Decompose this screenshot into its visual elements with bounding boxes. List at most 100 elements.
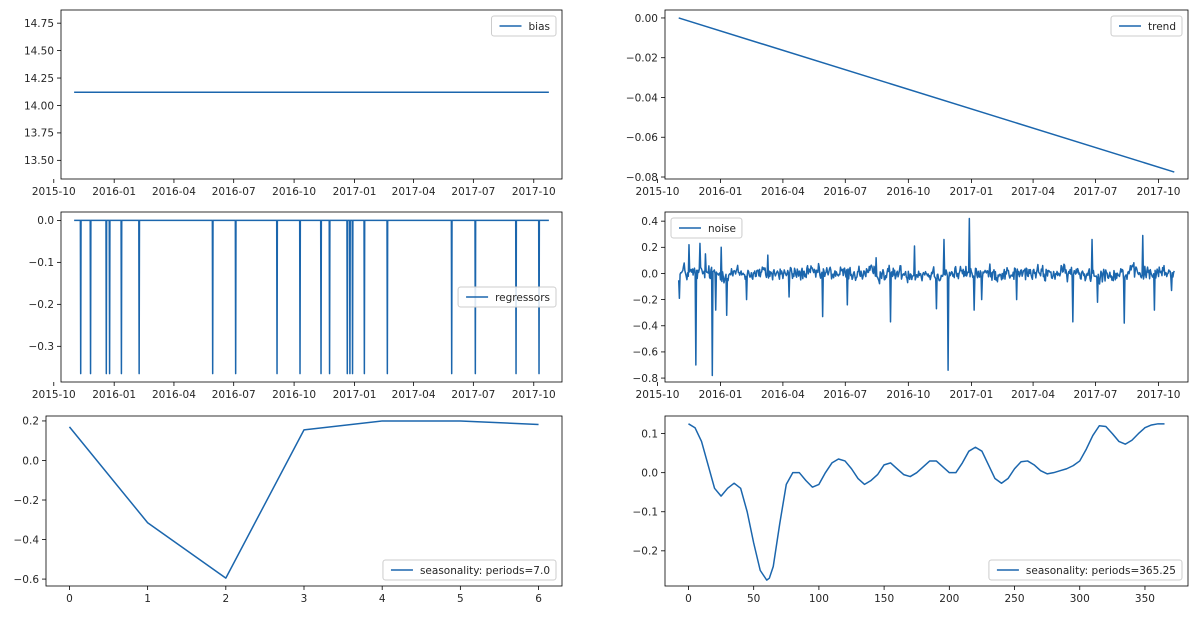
x-tick-label: 100: [809, 593, 829, 605]
x-tick-label: 2017-07: [1074, 186, 1118, 198]
axes-frame: [664, 415, 1189, 587]
axes-frame: [664, 211, 1189, 383]
x-tick-label: 2017-04: [1011, 186, 1055, 198]
plot-area: [74, 219, 549, 375]
x-tick-label: 3: [301, 593, 308, 605]
y-tick-label: 0.0: [641, 467, 658, 479]
y-tick-label: −0.6: [14, 574, 40, 586]
x-tick-label: 2016-01: [92, 186, 136, 198]
legend-box: [382, 559, 557, 581]
series-line-1: [688, 423, 1165, 581]
x-tick-label: 0: [685, 593, 692, 605]
y-tick-label: 0.0: [641, 268, 658, 280]
x-tick-label: 2017-04: [1011, 389, 1055, 401]
axes-frame: [60, 211, 563, 383]
x-tick-label: 2016-07: [212, 389, 256, 401]
legend-box: [491, 15, 557, 37]
legend-label: regressors: [495, 292, 550, 304]
series-line-1: [68, 420, 539, 579]
legend: seasonality: periods=365.25: [988, 559, 1183, 581]
x-tick-label: 2017-10: [512, 389, 556, 401]
series-line-1: [677, 217, 1175, 377]
subplot-5: 0 1 2 3 4 5 6 0.2 0.0 −0.2 −0.4 −0.6 seasonality: pe…: [14, 415, 563, 605]
y-tick-label: −0.04: [626, 92, 658, 104]
y-tick-label: 14.25: [24, 73, 54, 85]
x-tick-label: 2017-10: [1137, 389, 1181, 401]
x-tick-label: 2015-10: [32, 389, 76, 401]
y-tick-label: −0.06: [626, 132, 658, 144]
legend-label: seasonality: periods=7.0: [420, 565, 550, 577]
x-tick-label: 50: [747, 593, 760, 605]
subplot-6: 0 50 100 150 200 250 300 350 0.1 0.0 −0.1 −0.2 seaso…: [633, 415, 1189, 605]
legend: noise: [670, 217, 743, 239]
y-tick-label: 0.1: [641, 428, 658, 440]
x-tick-label: 2016-10: [886, 389, 930, 401]
x-tick-label: 2017-10: [1137, 186, 1181, 198]
plot-area: [688, 423, 1165, 581]
x-tick-label: 2017-01: [949, 389, 993, 401]
series-line-1: [678, 17, 1175, 173]
x-tick-label: 6: [535, 593, 542, 605]
x-tick-label: 2016-07: [212, 186, 256, 198]
x-tick-label: 2017-07: [451, 186, 495, 198]
x-tick-label: 2017-10: [512, 186, 556, 198]
x-tick-label: 2017-04: [392, 186, 436, 198]
x-tick-label: 350: [1135, 593, 1155, 605]
x-tick-label: 1: [144, 593, 151, 605]
legend: regressors: [457, 286, 557, 308]
x-tick-label: 2016-01: [699, 389, 743, 401]
y-tick-label: 0.0: [22, 455, 39, 467]
x-tick-label: 2: [222, 593, 229, 605]
legend-box: [670, 217, 743, 239]
plot-area: [678, 17, 1175, 173]
x-tick-label: 300: [1070, 593, 1090, 605]
legend-label: trend: [1148, 21, 1176, 33]
legend: trend: [1110, 15, 1183, 37]
y-tick-label: −0.08: [626, 172, 658, 184]
x-tick-label: 2016-07: [823, 186, 867, 198]
x-tick-label: 2017-07: [451, 389, 495, 401]
y-tick-label: −0.02: [626, 53, 658, 65]
y-tick-label: −0.4: [633, 321, 659, 333]
x-tick-label: 2015-10: [32, 186, 76, 198]
plot-area: [68, 420, 539, 579]
x-tick-label: 2016-10: [886, 186, 930, 198]
x-tick-label: 150: [874, 593, 894, 605]
subplot-1: 2015-10 2016-01 2016-04 2016-07 2016-10 2017-…: [24, 9, 563, 198]
y-tick-label: −0.8: [633, 373, 659, 385]
y-tick-label: 0.0: [37, 215, 54, 227]
x-tick-label: 2016-10: [272, 389, 316, 401]
y-tick-label: −0.2: [633, 294, 659, 306]
x-tick-label: 2016-04: [152, 389, 196, 401]
x-tick-label: 200: [939, 593, 959, 605]
y-tick-label: 14.50: [24, 45, 54, 57]
y-tick-label: 0.2: [22, 416, 39, 428]
y-tick-label: −0.6: [633, 347, 659, 359]
x-tick-label: 2016-01: [92, 389, 136, 401]
x-tick-label: 4: [379, 593, 386, 605]
x-tick-label: 2016-04: [761, 389, 805, 401]
series-line-1: [74, 219, 549, 375]
legend-box: [457, 286, 557, 308]
x-tick-label: 2017-07: [1074, 389, 1118, 401]
legend-label: noise: [708, 223, 736, 235]
subplot-3: 2015-10 2016-01 2016-04 2016-07 2016-10 2017-…: [29, 211, 563, 401]
y-tick-label: 0.00: [635, 13, 658, 25]
x-tick-label: 250: [1005, 593, 1025, 605]
x-tick-label: 2016-04: [152, 186, 196, 198]
y-tick-label: −0.3: [29, 341, 55, 353]
x-tick-label: 2016-04: [761, 186, 805, 198]
subplot-2: 2015-10 2016-01 2016-04 2016-07 2016-10 2017-…: [626, 9, 1189, 198]
x-tick-label: 2017-01: [333, 389, 377, 401]
y-tick-label: −0.2: [29, 299, 55, 311]
x-tick-label: 2017-01: [333, 186, 377, 198]
subplot-4: 2015-10 2016-01 2016-04 2016-07 2016-10 2017-…: [633, 211, 1189, 401]
legend-box: [1110, 15, 1183, 37]
y-tick-label: 0.4: [641, 216, 658, 228]
x-tick-label: 2016-10: [272, 186, 316, 198]
x-tick-label: 2015-10: [636, 186, 680, 198]
plot-area: [677, 217, 1175, 377]
y-tick-label: 14.00: [24, 100, 54, 112]
legend-label: seasonality: periods=365.25: [1026, 565, 1176, 577]
